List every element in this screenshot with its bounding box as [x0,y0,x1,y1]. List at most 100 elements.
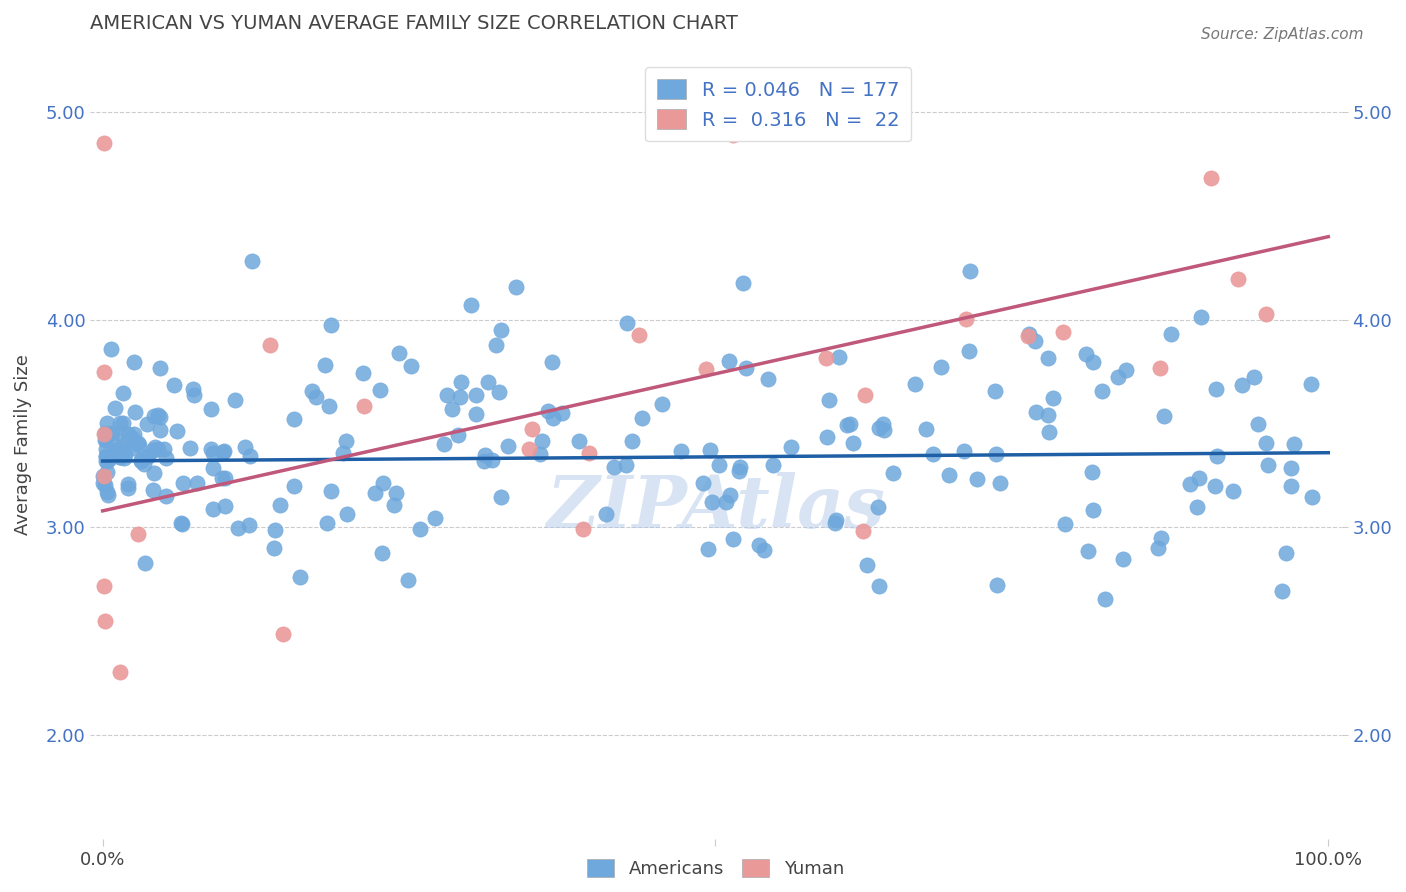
Point [1153,409,1175,423]
Point [1091,384,1114,398]
Point [882,466,904,480]
Point [226,521,249,535]
Point [717,353,740,368]
Point [94,614,117,628]
Point [233,440,256,454]
Point [117,427,139,442]
Point [837,418,859,433]
Point [1052,326,1074,340]
Point [132,457,155,471]
Point [721,128,744,143]
Y-axis label: Average Family Size: Average Family Size [14,354,32,535]
Point [447,428,470,442]
Point [1275,545,1298,559]
Point [96,427,118,442]
Point [146,408,169,422]
Point [224,392,246,407]
Point [915,422,938,436]
Point [283,478,305,492]
Point [695,362,717,376]
Point [748,538,770,552]
Point [614,458,637,472]
Point [371,476,394,491]
Point [142,442,165,457]
Point [98,452,121,467]
Point [94,449,117,463]
Point [1178,476,1201,491]
Point [385,485,408,500]
Point [321,318,343,333]
Point [671,444,693,458]
Point [200,401,222,416]
Point [1146,541,1168,556]
Point [519,442,541,456]
Point [450,376,472,390]
Point [259,338,281,352]
Point [734,361,756,376]
Point [1282,436,1305,450]
Point [104,444,127,458]
Point [271,627,294,641]
Point [335,434,357,448]
Point [1185,500,1208,514]
Point [107,426,129,441]
Point [855,558,877,572]
Point [128,438,150,452]
Point [96,416,118,430]
Point [537,404,560,418]
Point [1205,382,1227,396]
Point [460,298,482,312]
Point [91,476,114,491]
Point [1243,370,1265,384]
Point [136,449,159,463]
Point [212,444,235,458]
Point [148,361,170,376]
Point [172,475,194,490]
Point [986,447,1008,461]
Point [100,342,122,356]
Point [465,387,488,401]
Point [621,434,644,448]
Point [568,434,591,448]
Point [474,449,496,463]
Point [540,354,562,368]
Point [96,450,118,464]
Point [929,360,952,375]
Point [696,542,718,557]
Point [966,472,988,486]
Point [283,412,305,426]
Point [1115,362,1137,376]
Point [94,434,117,448]
Point [814,351,837,365]
Point [202,446,225,460]
Point [1299,376,1322,391]
Point [988,476,1011,491]
Point [202,502,225,516]
Point [93,365,115,379]
Point [146,442,169,457]
Point [200,442,222,456]
Point [853,387,876,401]
Point [1018,326,1040,341]
Point [727,464,749,478]
Point [595,507,617,521]
Point [238,518,260,533]
Point [488,385,510,400]
Point [96,485,118,500]
Point [714,495,737,509]
Point [873,423,896,437]
Point [959,263,981,277]
Point [153,442,176,456]
Point [353,400,375,414]
Point [1024,334,1046,349]
Point [496,439,519,453]
Point [110,665,132,679]
Point [1081,355,1104,369]
Point [183,387,205,401]
Point [815,430,838,444]
Point [263,541,285,556]
Point [866,500,889,515]
Point [530,434,553,449]
Point [316,516,339,530]
Point [1017,329,1039,343]
